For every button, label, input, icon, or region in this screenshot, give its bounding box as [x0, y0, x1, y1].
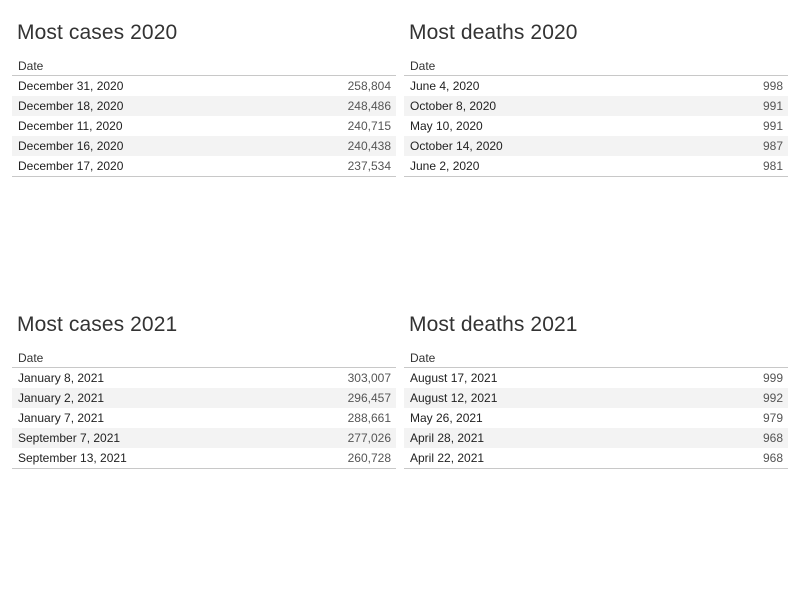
row-value: 237,534 [347, 159, 391, 173]
row-value: 991 [762, 99, 783, 113]
table-panel-most-deaths-2021: Most deaths 2021 Date August 17, 2021 999… [404, 310, 788, 469]
row-date: December 11, 2020 [18, 119, 123, 133]
table-row: October 8, 2020 991 [404, 96, 788, 116]
table-row: August 17, 2021 999 [404, 368, 788, 388]
row-value: 303,007 [347, 371, 391, 385]
panel-title: Most cases 2021 [17, 313, 178, 336]
row-date: May 26, 2021 [410, 411, 483, 425]
row-date: October 14, 2020 [410, 139, 503, 153]
row-date: December 18, 2020 [18, 99, 124, 113]
row-value: 998 [762, 79, 783, 93]
table-body: June 4, 2020 998 October 8, 2020 991 May 10,… [404, 76, 788, 177]
row-value: 999 [762, 371, 783, 385]
row-date: April 22, 2021 [410, 451, 485, 465]
row-date: June 2, 2020 [410, 159, 480, 173]
table-row: October 14, 2020 987 [404, 136, 788, 156]
table-row: June 4, 2020 998 [404, 76, 788, 96]
row-date: January 7, 2021 [18, 411, 105, 425]
row-date: December 17, 2020 [18, 159, 124, 173]
row-date: December 16, 2020 [18, 139, 124, 153]
table-row: December 17, 2020 237,534 [12, 156, 396, 176]
column-header-date: Date [404, 58, 788, 76]
table-row: January 2, 2021 296,457 [12, 388, 396, 408]
row-value: 260,728 [347, 451, 391, 465]
table-row: April 28, 2021 968 [404, 428, 788, 448]
row-value: 296,457 [347, 391, 391, 405]
row-value: 248,486 [347, 99, 391, 113]
table-row: December 16, 2020 240,438 [12, 136, 396, 156]
table-row: May 26, 2021 979 [404, 408, 788, 428]
row-date: December 31, 2020 [18, 79, 124, 93]
table-panel-most-deaths-2020: Most deaths 2020 Date June 4, 2020 998 Oct… [404, 18, 788, 177]
panel-title: Most cases 2020 [17, 21, 178, 44]
table-row: April 22, 2021 968 [404, 448, 788, 468]
table-panel-most-cases-2021: Most cases 2021 Date January 8, 2021 303,… [12, 310, 396, 469]
row-date: October 8, 2020 [410, 99, 497, 113]
table-body: August 17, 2021 999 August 12, 2021 992 May … [404, 368, 788, 469]
row-date: September 7, 2021 [18, 431, 121, 445]
table-panel-most-cases-2020: Most cases 2020 Date December 31, 2020 25… [12, 18, 396, 177]
table-row: June 2, 2020 981 [404, 156, 788, 176]
column-header-date: Date [404, 350, 788, 368]
table-row: December 11, 2020 240,715 [12, 116, 396, 136]
table-row: December 18, 2020 248,486 [12, 96, 396, 116]
row-date: January 2, 2021 [18, 391, 105, 405]
table-row: December 31, 2020 258,804 [12, 76, 396, 96]
row-date: August 12, 2021 [410, 391, 498, 405]
table-body: January 8, 2021 303,007 January 2, 2021 296… [12, 368, 396, 469]
panel-title: Most deaths 2021 [409, 313, 578, 336]
row-value: 981 [762, 159, 783, 173]
row-value: 968 [762, 431, 783, 445]
row-date: January 8, 2021 [18, 371, 105, 385]
table-row: May 10, 2020 991 [404, 116, 788, 136]
row-value: 992 [762, 391, 783, 405]
row-value: 968 [762, 451, 783, 465]
column-header-date: Date [12, 350, 396, 368]
row-date: September 13, 2021 [18, 451, 127, 465]
panel-title: Most deaths 2020 [409, 21, 578, 44]
table-row: August 12, 2021 992 [404, 388, 788, 408]
column-header-date: Date [12, 58, 396, 76]
row-date: May 10, 2020 [410, 119, 483, 133]
row-date: August 17, 2021 [410, 371, 498, 385]
row-value: 258,804 [347, 79, 391, 93]
table-body: December 31, 2020 258,804 December 18, 202… [12, 76, 396, 177]
row-value: 979 [762, 411, 783, 425]
row-value: 288,661 [347, 411, 391, 425]
row-date: June 4, 2020 [410, 79, 480, 93]
row-value: 277,026 [347, 431, 391, 445]
row-date: April 28, 2021 [410, 431, 485, 445]
row-value: 240,715 [347, 119, 391, 133]
table-row: January 8, 2021 303,007 [12, 368, 396, 388]
row-value: 240,438 [347, 139, 391, 153]
table-row: January 7, 2021 288,661 [12, 408, 396, 428]
row-value: 987 [762, 139, 783, 153]
table-row: September 13, 2021 260,728 [12, 448, 396, 468]
table-row: September 7, 2021 277,026 [12, 428, 396, 448]
row-value: 991 [762, 119, 783, 133]
